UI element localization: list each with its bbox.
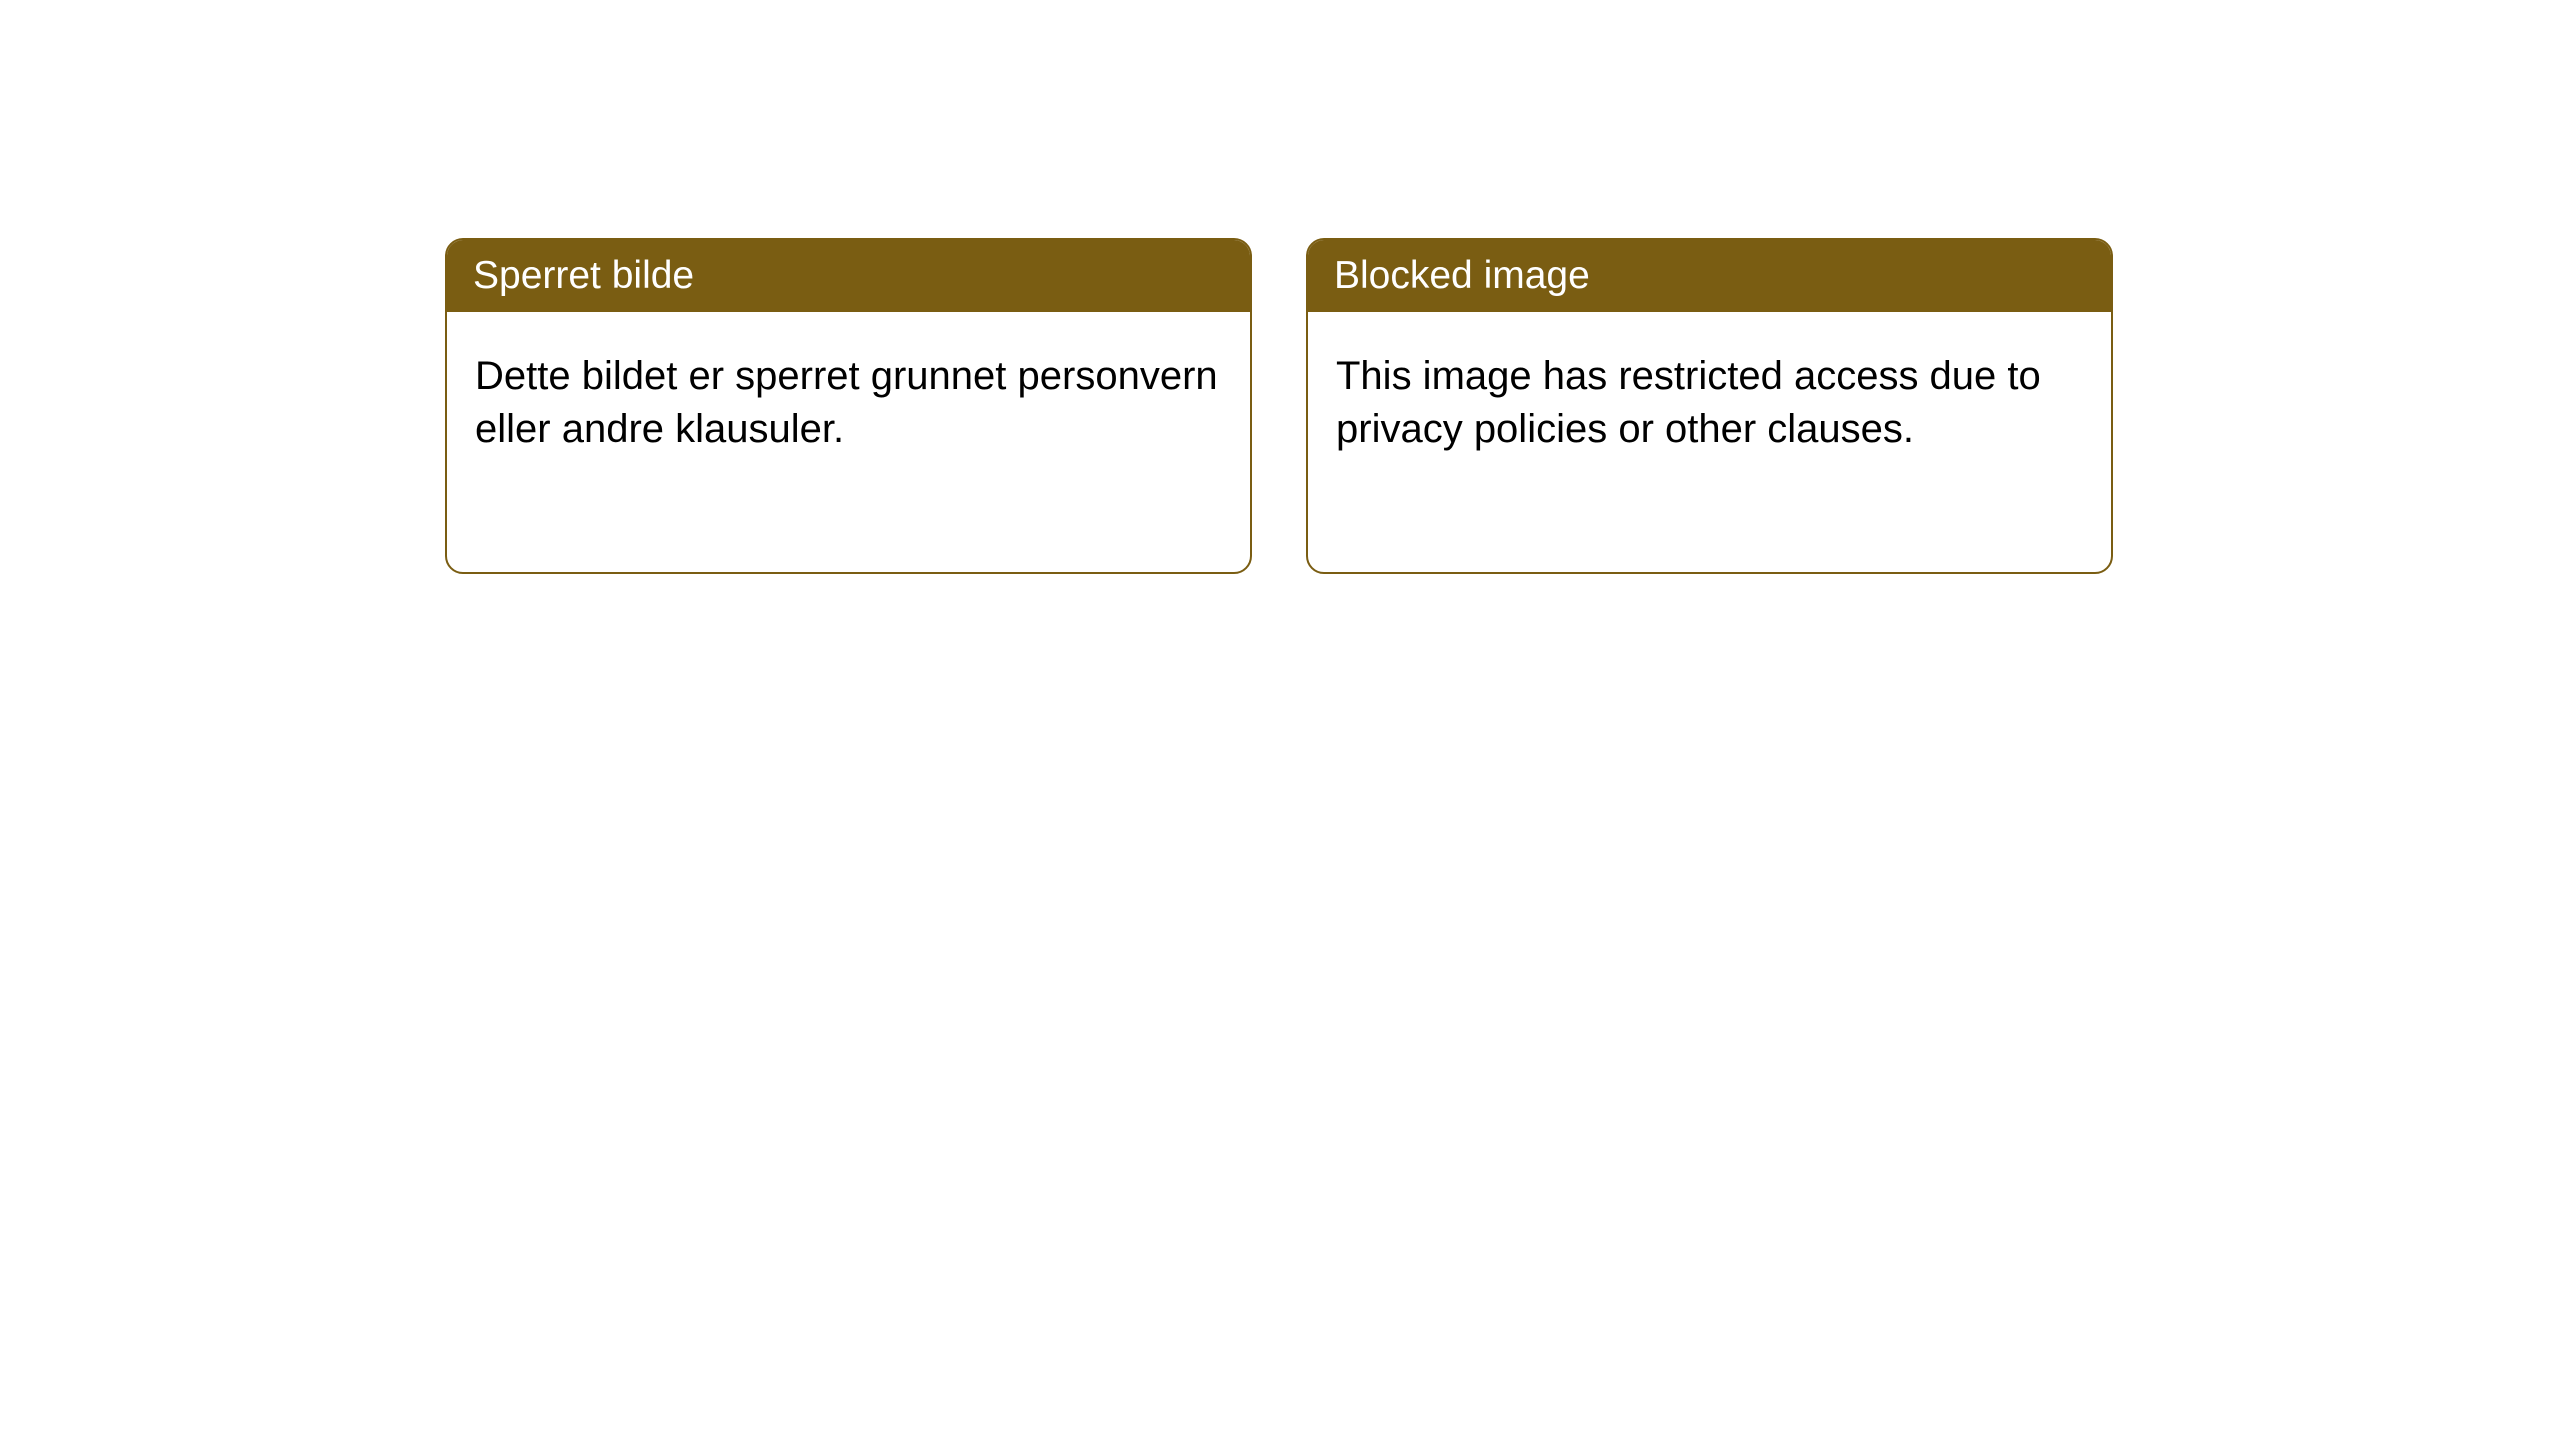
card-title-no: Sperret bilde bbox=[473, 254, 694, 297]
blocked-image-card-no: Sperret bilde Dette bildet er sperret gr… bbox=[445, 238, 1252, 574]
card-message-en: This image has restricted access due to … bbox=[1336, 354, 2041, 451]
card-body-no: Dette bildet er sperret grunnet personve… bbox=[447, 312, 1250, 494]
card-header-en: Blocked image bbox=[1308, 240, 2111, 312]
card-header-no: Sperret bilde bbox=[447, 240, 1250, 312]
cards-container: Sperret bilde Dette bildet er sperret gr… bbox=[0, 0, 2560, 574]
card-title-en: Blocked image bbox=[1334, 254, 1590, 297]
blocked-image-card-en: Blocked image This image has restricted … bbox=[1306, 238, 2113, 574]
card-body-en: This image has restricted access due to … bbox=[1308, 312, 2111, 494]
card-message-no: Dette bildet er sperret grunnet personve… bbox=[475, 354, 1218, 451]
